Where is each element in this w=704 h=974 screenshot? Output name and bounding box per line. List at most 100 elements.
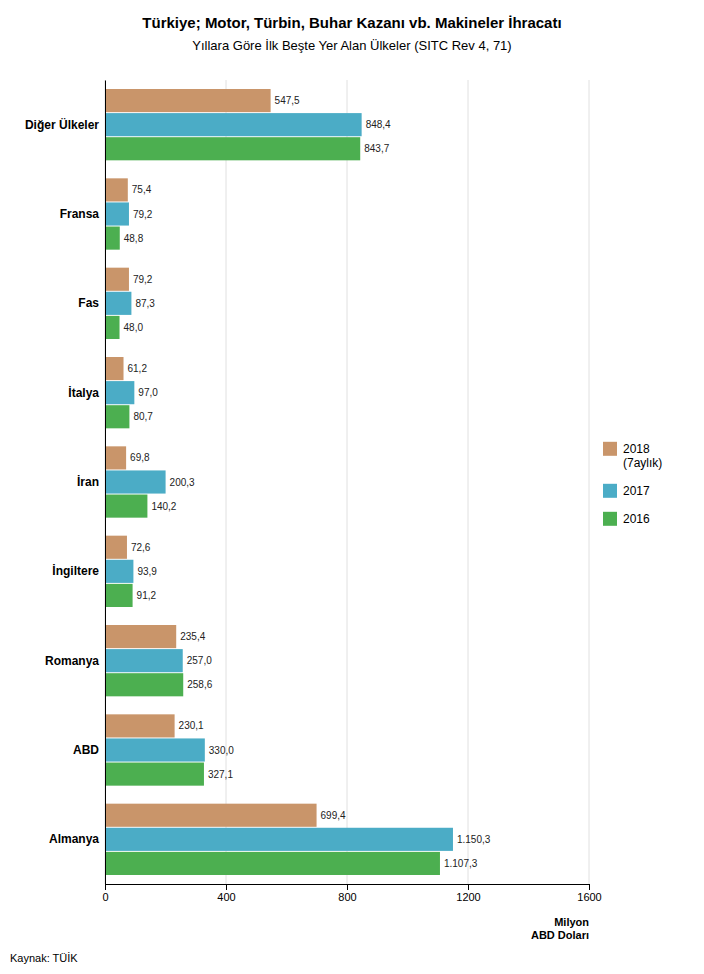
data-label: 843,7 <box>364 143 389 154</box>
bar <box>105 852 440 875</box>
y-axis-line <box>105 81 106 885</box>
x-axis-label: MilyonABD Doları <box>531 916 589 941</box>
grid-line <box>347 80 348 884</box>
data-label: 547,5 <box>275 95 300 106</box>
x-axis-line <box>106 885 590 891</box>
data-label: 257,0 <box>187 655 212 666</box>
data-label: 79,2 <box>133 209 153 220</box>
plot: 699,4230,1235,472,669,861,279,275,4547,5… <box>25 80 602 903</box>
bar <box>105 137 360 160</box>
data-label: 848,4 <box>366 119 391 130</box>
y-tick: Fransa <box>60 207 100 221</box>
y-tick: ABD <box>73 743 99 757</box>
data-label: 93,9 <box>137 566 157 577</box>
data-label: 1.150,3 <box>457 834 491 845</box>
bar <box>105 625 176 648</box>
text-line: 2017 <box>623 484 650 498</box>
x-tick-mark <box>468 884 469 890</box>
bar <box>105 804 317 827</box>
bar <box>105 113 362 136</box>
data-label: 327,1 <box>208 769 233 780</box>
x-tick-label: 800 <box>338 891 356 903</box>
bar <box>105 470 166 493</box>
title: Türkiye; Motor, Türbin, Buhar Kazanı vb.… <box>142 14 561 31</box>
x-tick-label: 1600 <box>577 891 601 903</box>
bar <box>105 714 175 737</box>
data-label: 48,0 <box>124 322 144 333</box>
x-tick: 0 <box>102 884 108 903</box>
bar <box>105 673 183 696</box>
bar <box>105 227 120 250</box>
bar <box>105 268 129 291</box>
bar <box>105 446 126 469</box>
y-tick: Diğer Ülkeler <box>25 117 99 132</box>
series <box>105 89 317 827</box>
y-tick-label: ABD <box>73 743 99 757</box>
data-label: 48,8 <box>124 233 144 244</box>
bar <box>105 828 453 851</box>
series <box>105 113 453 851</box>
y-tick: İran <box>77 474 99 489</box>
grid-line <box>468 80 469 884</box>
grid <box>105 80 589 884</box>
legend-item: 2016 <box>603 512 650 526</box>
bar <box>105 292 131 315</box>
y-tick-label: Fas <box>78 296 99 310</box>
data-label: 80,7 <box>133 411 153 422</box>
data-label: 72,6 <box>131 542 151 553</box>
y-tick-label: İngiltere <box>52 563 99 578</box>
y-tick: Almanya <box>49 832 99 846</box>
data-labels: 699,4230,1235,472,669,861,279,275,4547,5… <box>124 95 491 869</box>
data-label: 230,1 <box>179 720 204 731</box>
bar <box>105 357 124 380</box>
data-label: 258,6 <box>187 679 212 690</box>
legend-label: 2018(7aylık) <box>623 442 662 470</box>
bar <box>105 649 183 672</box>
data-label: 75,4 <box>132 184 152 195</box>
data-label: 97,0 <box>138 387 158 398</box>
annotation: Kaynak: TÜİK <box>10 952 78 964</box>
grid-line <box>226 80 227 884</box>
bar <box>105 89 271 112</box>
legend-item: 2018(7aylık) <box>603 442 662 470</box>
data-label: 1.107,3 <box>444 858 478 869</box>
bars <box>105 89 453 875</box>
legend: 2018(7aylık) 2017 2016 <box>603 442 662 526</box>
y-tick-label: Romanya <box>45 654 99 668</box>
legend-item: 2017 <box>603 484 650 498</box>
data-label: 200,3 <box>170 477 195 488</box>
y-tick: Fas <box>78 296 99 310</box>
data-label: 61,2 <box>128 363 148 374</box>
bar <box>105 178 128 201</box>
data-label: 79,2 <box>133 274 153 285</box>
bar <box>105 316 120 339</box>
data-label: 87,3 <box>135 298 155 309</box>
data-label: 69,8 <box>130 452 150 463</box>
x-tick-mark <box>226 884 227 890</box>
bar <box>105 202 129 225</box>
bar <box>105 560 133 583</box>
y-tick-label: Almanya <box>49 832 99 846</box>
y-tick-label: Fransa <box>60 207 100 221</box>
text-line: (7aylık) <box>623 456 662 470</box>
x-tick-mark <box>105 884 106 890</box>
bar <box>105 381 134 404</box>
legend-label: 2017 <box>623 484 650 498</box>
y-tick-label: İran <box>77 474 99 489</box>
grid-line <box>589 80 590 884</box>
text-line: Milyon <box>554 916 589 928</box>
chart: Türkiye; Motor, Türbin, Buhar Kazanı vb.… <box>0 0 704 974</box>
subtitle: Yıllara Göre İlk Beşte Yer Alan Ülkeler … <box>192 38 511 53</box>
text-line: 2018 <box>623 442 650 456</box>
legend-swatch <box>603 484 617 498</box>
data-label: 91,2 <box>137 590 157 601</box>
data-label: 699,4 <box>321 810 346 821</box>
x-tick: 1200 <box>456 884 480 903</box>
legend-label: 2016 <box>623 512 650 526</box>
bar <box>105 584 133 607</box>
x-axis: 040080012001600 <box>102 884 601 903</box>
grid-line <box>105 80 106 884</box>
y-tick: İngiltere <box>52 563 99 578</box>
x-tick-label: 1200 <box>456 891 480 903</box>
bar <box>105 536 127 559</box>
